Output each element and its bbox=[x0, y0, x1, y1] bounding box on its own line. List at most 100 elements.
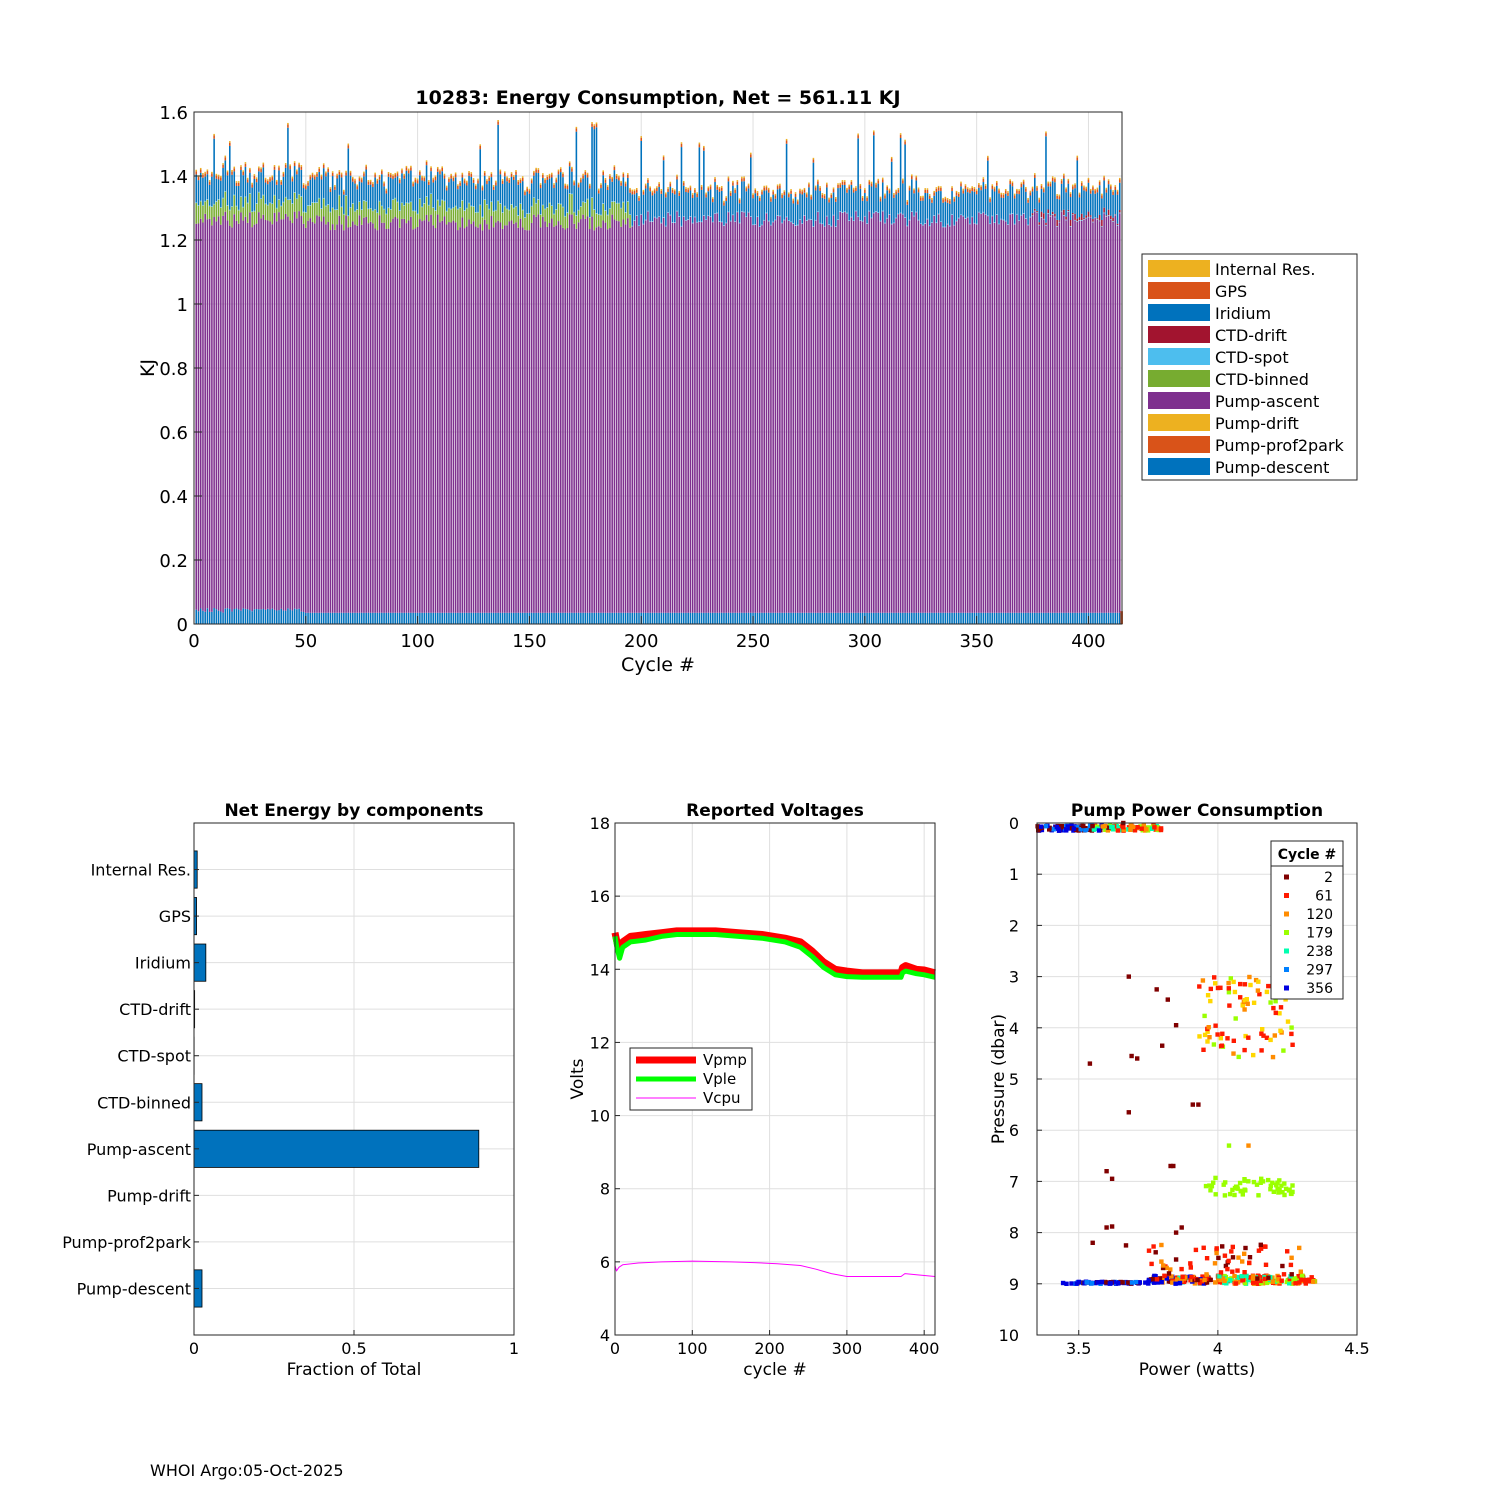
energy-bar-segment bbox=[557, 169, 560, 172]
energy-bar-segment bbox=[928, 226, 931, 613]
energy-bar-segment bbox=[390, 172, 392, 175]
energy-bar-segment bbox=[725, 201, 727, 223]
energy-bar-segment bbox=[251, 212, 253, 228]
energy-bar-segment bbox=[899, 134, 902, 139]
pump-power-point bbox=[1255, 1276, 1260, 1281]
energy-bar-segment bbox=[557, 221, 560, 613]
energy-bar-segment bbox=[374, 208, 376, 210]
energy-bar-segment bbox=[282, 173, 285, 177]
energy-bar-segment bbox=[242, 608, 244, 624]
energy-bar-segment bbox=[926, 188, 929, 190]
energy-bar-segment bbox=[671, 188, 674, 190]
energy-bar-segment bbox=[801, 223, 804, 613]
energy-bar-segment bbox=[682, 182, 685, 186]
energy-bar-segment bbox=[262, 608, 265, 624]
energy-bar-segment bbox=[736, 211, 739, 213]
energy-bar-segment bbox=[204, 173, 206, 177]
energy-bar-segment bbox=[712, 612, 714, 624]
energy-bar-segment bbox=[1118, 179, 1121, 183]
energy-bar-segment bbox=[354, 210, 356, 212]
energy-bar-segment bbox=[311, 202, 314, 222]
energy-bar-segment bbox=[504, 205, 506, 207]
energy-bar-segment bbox=[535, 216, 537, 613]
energy-bar-segment bbox=[899, 612, 902, 624]
energy-y-tick-label: 1 bbox=[177, 295, 188, 316]
energy-bar-segment bbox=[486, 179, 488, 181]
energy-bar-segment bbox=[530, 180, 533, 184]
pump-power-point bbox=[1297, 1245, 1302, 1251]
energy-bar-segment bbox=[937, 187, 940, 191]
energy-x-tick-label: 350 bbox=[959, 631, 993, 652]
energy-bar-segment bbox=[300, 169, 303, 196]
energy-bar-segment bbox=[852, 189, 855, 193]
energy-bar-segment bbox=[703, 612, 705, 624]
pump-power-legend-label: 356 bbox=[1306, 981, 1333, 997]
energy-bar-segment bbox=[812, 162, 815, 226]
energy-bar-segment bbox=[794, 192, 797, 194]
energy-bar-segment bbox=[307, 220, 309, 613]
pump-power-point bbox=[1282, 1181, 1287, 1186]
energy-bar-segment bbox=[519, 178, 522, 180]
energy-bar-segment bbox=[374, 172, 376, 175]
energy-bar-segment bbox=[463, 228, 466, 613]
energy-bar-segment bbox=[512, 175, 515, 177]
energy-bar-segment bbox=[387, 612, 390, 624]
energy-bar-segment bbox=[794, 193, 797, 197]
energy-bar-segment bbox=[336, 209, 338, 225]
energy-bar-segment bbox=[591, 197, 593, 217]
energy-bar-segment bbox=[506, 209, 508, 226]
pump-power-point bbox=[1251, 1000, 1257, 1005]
energy-bar-segment bbox=[817, 179, 819, 182]
energy-bar-segment bbox=[998, 190, 1000, 194]
energy-bar-segment bbox=[980, 214, 982, 613]
energy-bar-segment bbox=[750, 157, 752, 217]
energy-bar-segment bbox=[483, 612, 486, 624]
energy-bar-segment bbox=[613, 201, 616, 202]
energy-bar-segment bbox=[1051, 214, 1054, 613]
energy-bar-segment bbox=[492, 185, 495, 187]
energy-bar-segment bbox=[1118, 182, 1121, 211]
energy-bar-segment bbox=[407, 202, 410, 204]
energy-bar-segment bbox=[535, 612, 537, 624]
energy-bar-segment bbox=[481, 187, 484, 191]
pump-power-point bbox=[1285, 1019, 1291, 1024]
energy-bar-segment bbox=[899, 138, 902, 213]
energy-bar-segment bbox=[1065, 189, 1067, 193]
energy-bar-segment bbox=[360, 612, 363, 624]
pump-power-point bbox=[1268, 1000, 1273, 1005]
energy-bar-segment bbox=[226, 170, 229, 173]
energy-bar-segment bbox=[656, 187, 658, 192]
energy-bar-segment bbox=[788, 220, 790, 613]
energy-bar-segment bbox=[515, 174, 517, 206]
energy-bar-segment bbox=[412, 210, 414, 212]
energy-bar-segment bbox=[224, 191, 227, 212]
energy-bar-segment bbox=[331, 171, 334, 173]
energy-bar-segment bbox=[1089, 217, 1092, 613]
pump-power-point bbox=[1159, 1242, 1164, 1248]
energy-bar-segment bbox=[249, 610, 251, 624]
energy-bar-segment bbox=[208, 218, 211, 612]
energy-bar-segment bbox=[718, 221, 721, 222]
energy-bar-segment bbox=[709, 216, 712, 218]
energy-bar-segment bbox=[548, 612, 551, 624]
energy-bar-segment bbox=[1067, 180, 1070, 184]
energy-bar-segment bbox=[893, 612, 895, 624]
energy-bar-segment bbox=[367, 209, 370, 224]
energy-bar-segment bbox=[935, 223, 938, 613]
energy-bar-segment bbox=[501, 180, 504, 184]
energy-bar-segment bbox=[1049, 216, 1052, 613]
energy-bar-segment bbox=[220, 611, 222, 624]
energy-bar-segment bbox=[293, 166, 296, 193]
energy-bar-segment bbox=[852, 612, 855, 624]
energy-bar-segment bbox=[454, 222, 457, 613]
voltages-y-axis-label: Volts bbox=[568, 1058, 588, 1099]
energy-bar-segment bbox=[512, 208, 515, 224]
pump-power-point bbox=[1188, 1261, 1193, 1266]
energy-bar-segment bbox=[289, 199, 291, 221]
energy-bar-segment bbox=[687, 219, 689, 220]
pump-power-point bbox=[1157, 1276, 1163, 1281]
energy-bar-segment bbox=[741, 612, 743, 624]
energy-bar-segment bbox=[955, 221, 958, 613]
energy-bar-segment bbox=[202, 174, 204, 178]
